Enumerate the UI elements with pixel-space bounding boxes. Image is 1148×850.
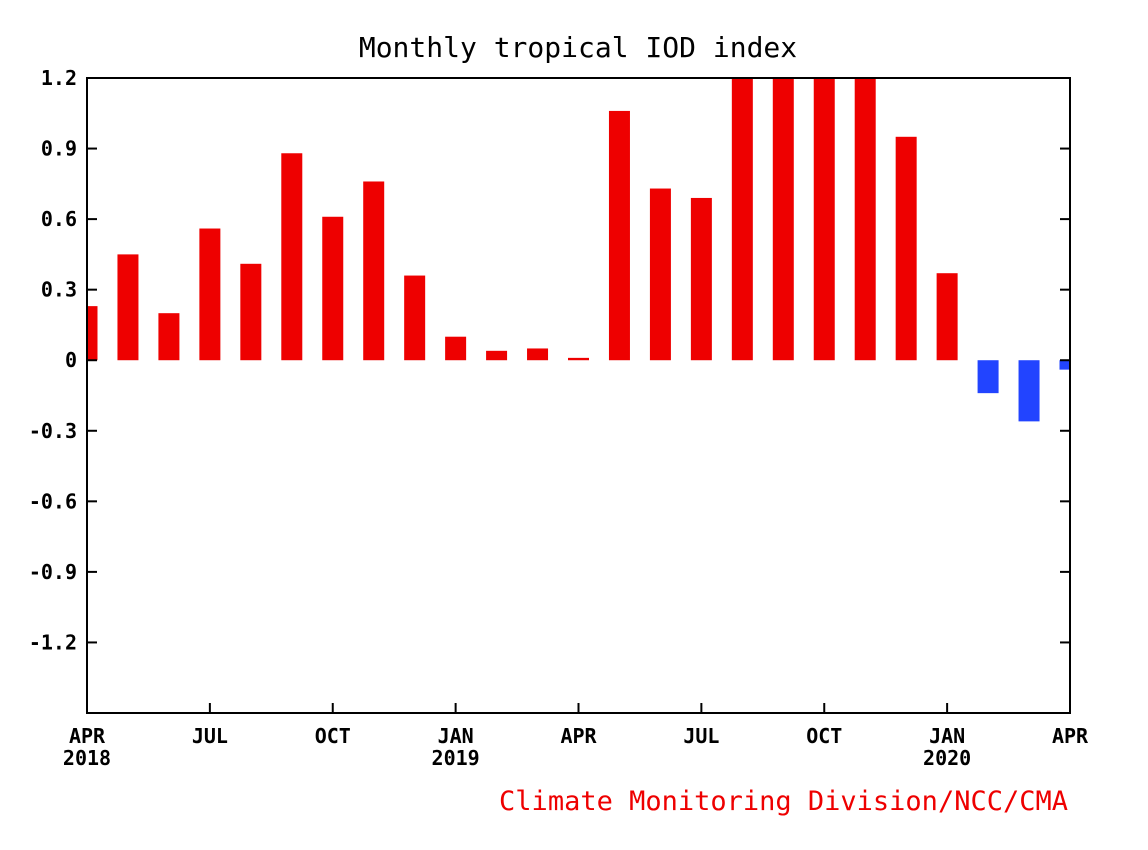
bar-2019-05 (608, 110, 630, 361)
plot-frame (86, 77, 1071, 714)
x-tick-label-year: 2018 (63, 746, 111, 770)
bar-2018-10 (322, 216, 344, 361)
bar-2019-06 (649, 188, 671, 361)
bar-2019-07 (690, 197, 712, 361)
bar-2018-11 (363, 181, 385, 361)
x-tick-label-year: 2020 (923, 746, 971, 770)
bar-2019-11 (854, 78, 876, 361)
x-tick-label-month: APR (1052, 724, 1089, 748)
x-tick-label-month: JAN (438, 724, 474, 748)
bar-2019-09 (772, 78, 794, 361)
bar-2019-12 (895, 136, 917, 361)
x-tick-label-month: JAN (929, 724, 965, 748)
bar-2020-03 (1018, 360, 1040, 422)
x-tick-label-month: JUL (192, 724, 228, 748)
bar-2018-07 (199, 228, 221, 361)
bar-2018-06 (158, 313, 180, 361)
bar-2019-08 (731, 78, 753, 361)
chart-title: Monthly tropical IOD index (359, 31, 797, 64)
y-tick-label: 0.9 (41, 137, 77, 161)
bar-2020-01 (936, 273, 958, 361)
bar-2020-02 (977, 360, 999, 394)
y-tick-label: 0 (65, 348, 77, 372)
bar-2019-01 (445, 336, 467, 361)
x-tick-label-month: APR (69, 724, 106, 748)
bar-2019-03 (527, 348, 549, 361)
y-tick-label: -0.9 (29, 560, 77, 584)
bar-2018-08 (240, 263, 262, 361)
y-tick-label: 0.3 (41, 278, 77, 302)
x-tick-label-month: OCT (315, 724, 351, 748)
y-tick-label: 0.6 (41, 207, 77, 231)
bar-2019-04 (568, 357, 589, 361)
credit-text: Climate Monitoring Division/NCC/CMA (499, 786, 1068, 817)
y-tick-label: -0.6 (29, 489, 77, 513)
bar-2018-12 (404, 275, 426, 361)
bar-2020-04 (1059, 360, 1070, 370)
bar-2018-09 (281, 153, 303, 361)
bar-2018-04 (87, 306, 98, 361)
x-tick-label-month: OCT (806, 724, 842, 748)
y-tick-label: -0.3 (29, 419, 77, 443)
bars-group (87, 78, 1070, 422)
x-tick-label-year: 2019 (432, 746, 480, 770)
y-tick-label: 1.2 (41, 66, 77, 90)
y-axis: 1.2 0.9 0.6 0.3 0 -0.3 -0.6 -0.9 -1.2 (29, 66, 1070, 654)
x-tick-label-month: APR (560, 724, 597, 748)
bar-2018-05 (117, 254, 139, 361)
y-tick-label: -1.2 (29, 630, 77, 654)
x-tick-label-month: JUL (683, 724, 719, 748)
bar-2019-02 (486, 350, 508, 361)
bar-2019-10 (813, 78, 835, 361)
